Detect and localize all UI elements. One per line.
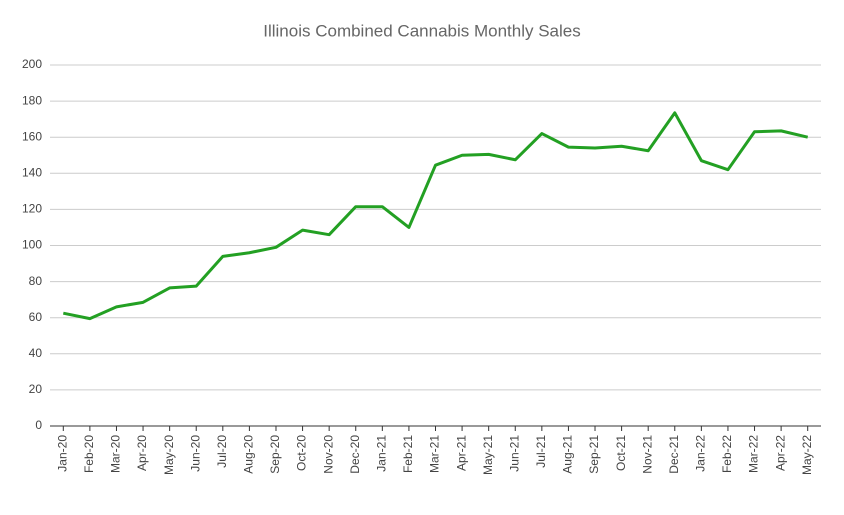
x-tick-label: Feb-22 — [720, 435, 734, 473]
x-tick-label: Feb-21 — [401, 435, 415, 473]
x-tick-label: Oct-20 — [295, 435, 309, 471]
x-tick-label: Feb-20 — [82, 435, 96, 473]
x-tick-label: Sep-21 — [587, 435, 601, 474]
y-tick-label: 100 — [22, 238, 42, 252]
x-tick-label: Apr-20 — [135, 435, 149, 471]
x-tick-label: Apr-22 — [773, 435, 787, 471]
y-tick-label: 60 — [29, 310, 43, 324]
x-tick-label: Jun-21 — [507, 435, 521, 472]
x-tick-label: Sep-20 — [268, 435, 282, 474]
y-tick-label: 120 — [22, 202, 42, 216]
y-tick-label: 160 — [22, 129, 42, 143]
x-tick-label: Jan-22 — [694, 435, 708, 472]
chart-title: Illinois Combined Cannabis Monthly Sales — [263, 21, 581, 40]
x-tick-label: Mar-22 — [747, 435, 761, 473]
x-tick-label: May-22 — [800, 435, 814, 475]
x-tick-label: May-20 — [162, 435, 176, 475]
x-tick-label: Jul-21 — [534, 435, 548, 468]
x-tick-label: Jul-20 — [215, 435, 229, 468]
y-tick-label: 0 — [35, 418, 42, 432]
x-tick-label: Apr-21 — [454, 435, 468, 471]
x-tick-label: Dec-21 — [667, 435, 681, 474]
x-tick-label: Jan-20 — [55, 435, 69, 472]
x-tick-label: Aug-21 — [561, 435, 575, 474]
x-tick-label: Nov-20 — [321, 435, 335, 474]
x-tick-label: May-21 — [481, 435, 495, 475]
y-tick-label: 180 — [22, 93, 42, 107]
line-series — [62, 111, 809, 321]
y-tick-label: 200 — [22, 57, 42, 71]
x-tick-label: Aug-20 — [242, 435, 256, 474]
y-tick-label: 80 — [29, 274, 43, 288]
x-tick-label: Mar-21 — [428, 435, 442, 473]
x-tick-label: Dec-20 — [348, 435, 362, 474]
x-tick-label: Nov-21 — [640, 435, 654, 474]
x-tick-label: Jan-21 — [374, 435, 388, 472]
x-tick-label: Oct-21 — [614, 435, 628, 471]
y-tick-label: 20 — [29, 382, 43, 396]
x-tick-label: Jun-20 — [188, 435, 202, 472]
y-tick-label: 140 — [22, 165, 42, 179]
y-tick-label: 40 — [29, 346, 43, 360]
x-tick-label: Mar-20 — [109, 435, 123, 473]
